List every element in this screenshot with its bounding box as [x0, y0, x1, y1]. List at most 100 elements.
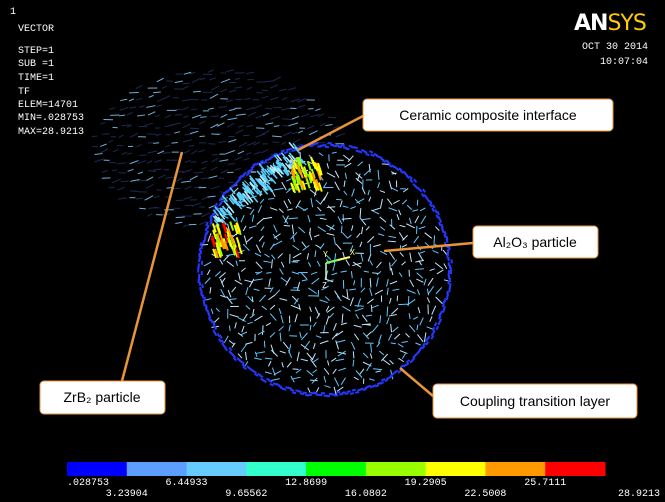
vector-arrow: [200, 117, 206, 118]
step: STEP=1: [18, 46, 54, 57]
ring-arrow: [292, 392, 296, 393]
ring-arrow: [364, 151, 368, 152]
legend-label: .028753: [67, 478, 109, 489]
legend-swatch: [67, 462, 127, 476]
ring-arrow: [444, 234, 445, 238]
ring-arrow: [355, 392, 359, 393]
vector-arrow: [164, 169, 169, 170]
vector-arrow: [417, 200, 418, 206]
ring-arrow: [358, 151, 362, 152]
vector-arrow: [388, 241, 396, 242]
legend-label: 28.9213: [618, 489, 660, 500]
screenshot: 1 VECTOR STEP=1 SUB =1 TIME=1 TF ELEM=14…: [0, 0, 665, 502]
vector-arrow: [153, 143, 159, 144]
ring-arrow: [285, 387, 289, 388]
elem: ELEM=14701: [18, 100, 78, 111]
ring-arrow: [365, 387, 369, 388]
page: 1 VECTOR STEP=1 SUB =1 TIME=1 TF ELEM=14…: [0, 0, 665, 502]
legend-swatch: [306, 462, 366, 476]
vector-arrow: [265, 108, 272, 109]
triad-label: Y: [323, 250, 328, 259]
ring-arrow: [347, 391, 351, 392]
ring-arrow: [442, 229, 443, 233]
legend-label: 3.23904: [106, 489, 148, 500]
triad-label: X: [350, 248, 355, 257]
ring-arrow: [207, 225, 208, 229]
vector-arrow: [264, 341, 265, 348]
ring-arrow: [203, 295, 204, 299]
sub: SUB =1: [18, 59, 54, 70]
vector-arrow: [341, 226, 342, 233]
ring-arrow: [207, 231, 208, 235]
ring-arrow: [341, 145, 345, 146]
ring-arrow: [206, 222, 208, 226]
legend-label: 16.0802: [345, 489, 387, 500]
vector-arrow: [211, 134, 219, 135]
vector-arrow: [256, 128, 264, 129]
ring-arrow: [284, 152, 288, 153]
vector-arrow: [139, 208, 146, 209]
legend-label: 6.44933: [166, 478, 208, 489]
vector-arrow: [398, 304, 408, 305]
vector-arrow: [190, 128, 199, 129]
ring-arrow: [357, 390, 361, 391]
vector-arrow: [138, 180, 146, 181]
time: TIME=1: [18, 73, 54, 84]
min: MIN=.028753: [18, 113, 84, 124]
vector-arrow: [310, 380, 318, 381]
vector-arrow: [355, 306, 364, 307]
vector-arrow: [288, 218, 297, 219]
window-number: 1: [10, 7, 16, 18]
vector-arrow: [262, 325, 263, 334]
legend-label: 25.7111: [524, 478, 566, 489]
plot-type: VECTOR: [18, 24, 54, 35]
callout-text: Al₂O₃ particle: [493, 234, 577, 250]
legend-swatch: [127, 462, 187, 476]
ring-arrow: [281, 150, 285, 151]
vector-arrow: [109, 162, 116, 163]
legend-swatch: [246, 462, 306, 476]
ring-arrow: [443, 309, 444, 313]
vector-arrow: [130, 191, 138, 192]
legend-swatch: [366, 462, 426, 476]
vector-arrow: [212, 154, 217, 155]
vector-arrow: [193, 91, 201, 92]
legend-label: 9.65562: [225, 489, 267, 500]
vector-arrow: [353, 351, 354, 358]
ring-arrow: [295, 390, 299, 391]
clock: 10:07:04: [600, 57, 648, 68]
date: OCT 30 2014: [582, 42, 648, 53]
ring-arrow: [439, 222, 440, 226]
ring-arrow: [365, 154, 369, 155]
callout-text: ZrB₂ particle: [63, 389, 140, 405]
ring-arrow: [292, 150, 296, 151]
vector-arrow: [139, 155, 147, 156]
legend-swatch: [545, 462, 605, 476]
ring-arrow: [354, 147, 358, 148]
vector-arrow: [119, 173, 127, 174]
legend-label: 22.5008: [464, 489, 506, 500]
ring-arrow: [280, 388, 284, 389]
ring-arrow: [289, 149, 293, 150]
ring-arrow: [338, 147, 342, 148]
legend-swatch: [426, 462, 486, 476]
item: TF: [18, 87, 30, 98]
ring-arrow: [352, 390, 356, 391]
ring-arrow: [305, 395, 309, 396]
ring-arrow: [290, 390, 294, 391]
ring-arrow: [346, 149, 350, 150]
logo-part: SYS: [607, 11, 645, 36]
vector-arrow: [243, 135, 249, 136]
callout-text: Coupling transition layer: [460, 393, 611, 409]
logo-part: AN: [574, 11, 607, 36]
ring-arrow: [204, 297, 205, 301]
vector-arrow: [390, 262, 391, 270]
ring-arrow: [447, 296, 448, 300]
vector-arrow: [291, 262, 297, 263]
legend-swatch: [187, 462, 247, 476]
legend-label: 12.8699: [285, 478, 327, 489]
ring-arrow: [200, 248, 201, 252]
legend-swatch: [485, 462, 545, 476]
ring-arrow: [300, 393, 304, 394]
vector-arrow: [209, 144, 216, 145]
